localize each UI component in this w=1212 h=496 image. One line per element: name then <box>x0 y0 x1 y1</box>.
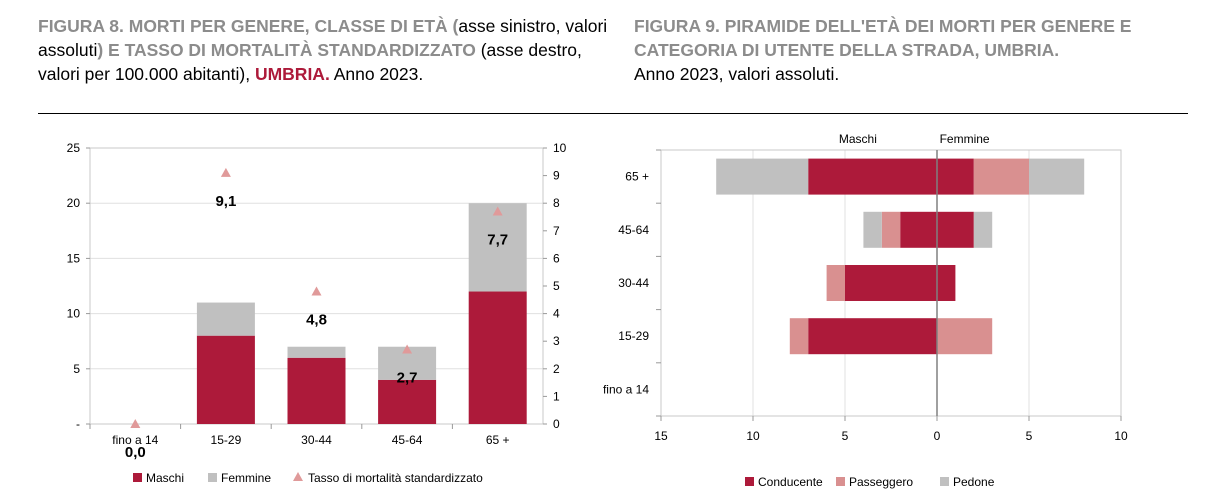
y2-tick-label: 9 <box>553 169 560 183</box>
y2-tick-label: 5 <box>553 279 560 293</box>
figure8-title-part: FIGURA 8. MORTI PER GENERE, CLASSE DI ET… <box>38 16 459 36</box>
y-tick-label: 65 + <box>625 170 649 184</box>
y-tick-label: 15-29 <box>618 329 649 343</box>
y2-tick-label: 7 <box>553 224 560 238</box>
figure8-title: FIGURA 8. MORTI PER GENERE, CLASSE DI ET… <box>38 14 618 86</box>
y-tick-label: 5 <box>73 362 80 376</box>
legend-label: Femmine <box>221 471 271 485</box>
data-label: 9,1 <box>215 193 236 210</box>
figure8-title-part: (asse destro, valori per 100.000 abitant… <box>38 40 582 84</box>
y2-tick-label: 2 <box>553 362 560 376</box>
x-tick-label: 10 <box>746 429 760 443</box>
bar-femmine-conducente <box>937 158 974 195</box>
bar-maschi-conducente <box>808 158 937 195</box>
legend-swatch-maschi <box>133 473 142 482</box>
legend-swatch-femmine <box>208 473 217 482</box>
legend-swatch-tasso <box>293 472 303 481</box>
y2-tick-label: 3 <box>553 334 560 348</box>
bar-maschi-passeggero <box>881 211 901 248</box>
side-label-femmine: Femmine <box>940 132 990 146</box>
x-tick-label: 10 <box>1114 429 1128 443</box>
x-tick-label: fino a 14 <box>112 433 158 447</box>
figure9-title: FIGURA 9. PIRAMIDE DELL'ETÀ DEI MORTI PE… <box>634 14 1194 86</box>
bar-maschi-passeggero <box>789 318 809 355</box>
bar-femmine-passeggero <box>937 318 993 355</box>
y-tick-label: - <box>76 417 80 431</box>
y-tick-label: 10 <box>67 307 81 321</box>
divider <box>38 113 1188 114</box>
bar-maschi-conducente <box>900 211 937 248</box>
bar-femmine <box>468 203 527 292</box>
y2-tick-label: 4 <box>553 307 560 321</box>
bar-femmine-passeggero <box>973 158 1029 195</box>
bar-maschi <box>196 335 255 424</box>
data-label: 0,0 <box>125 444 146 461</box>
tasso-marker <box>311 286 322 296</box>
y2-tick-label: 0 <box>553 417 560 431</box>
x-tick-label: 5 <box>842 429 849 443</box>
side-label-maschi: Maschi <box>839 132 877 146</box>
data-label: 4,8 <box>306 312 327 329</box>
figure8-title-part: Anno 2023. <box>329 64 424 84</box>
x-tick-label: 65 + <box>486 433 510 447</box>
y-tick-label: 30-44 <box>618 276 649 290</box>
x-tick-label: 30-44 <box>301 433 332 447</box>
data-label: 2,7 <box>397 369 418 386</box>
legend-swatch-passeggero <box>836 477 845 486</box>
legend-label: Pedone <box>953 475 995 489</box>
bar-femmine-conducente <box>937 265 956 301</box>
bar-maschi-conducente <box>808 318 937 355</box>
bar-maschi-pedone <box>863 211 882 248</box>
y-tick-label: 25 <box>67 141 81 155</box>
legend-label: Passeggero <box>849 475 913 489</box>
bar-maschi <box>287 357 346 424</box>
figure8-title-part: ) E TASSO DI MORTALITÀ STANDARDIZZATO <box>97 40 476 60</box>
bar-maschi-conducente <box>845 265 937 301</box>
chart-figure8: - 5 10 15 20 25 0 1 2 3 4 5 6 7 8 9 10 fino a 14 15-29 30-4… <box>67 141 567 485</box>
figure9-title-part: Anno 2023, valori assoluti. <box>634 64 840 84</box>
y2-tick-label: 8 <box>553 196 560 210</box>
legend-label: Maschi <box>146 471 184 485</box>
y2-tick-label: 10 <box>553 141 567 155</box>
x-tick-label: 5 <box>1026 429 1033 443</box>
tasso-marker <box>130 419 141 428</box>
figure8-title-part: UMBRIA. <box>254 64 330 84</box>
x-tick-label: 0 <box>934 429 941 443</box>
y-tick-label: 45-64 <box>618 223 649 237</box>
x-tick-label: 15-29 <box>211 433 242 447</box>
y-tick-label: 20 <box>67 196 81 210</box>
figure8-title-part: asse sinistro, valori assoluti <box>38 16 608 60</box>
bar-femmine-pedone <box>1029 158 1085 195</box>
tasso-marker <box>402 344 413 354</box>
bar-femmine-pedone <box>973 211 993 248</box>
figure9-title-part: FIGURA 9. PIRAMIDE DELL'ETÀ DEI MORTI PE… <box>634 16 1132 60</box>
legend-label: Conducente <box>758 475 823 489</box>
x-tick-label: 45-64 <box>392 433 423 447</box>
bar-maschi-passeggero <box>826 265 845 301</box>
plot-area <box>660 149 1122 417</box>
bar-maschi <box>378 379 437 424</box>
x-tick-label: 15 <box>654 429 668 443</box>
bar-femmine-conducente <box>937 211 974 248</box>
bar-femmine <box>196 302 255 336</box>
y2-tick-label: 1 <box>553 389 560 403</box>
y-tick-label: 15 <box>67 251 81 265</box>
tasso-marker <box>220 167 231 177</box>
y-tick-label: fino a 14 <box>603 382 649 396</box>
bar-maschi <box>468 291 527 424</box>
data-label: 7,7 <box>487 231 508 248</box>
tasso-marker <box>492 206 503 216</box>
bar-femmine <box>287 346 346 358</box>
legend-swatch-conducente <box>745 477 754 486</box>
bar-maschi-pedone <box>716 158 809 195</box>
legend-swatch-pedone <box>940 477 949 486</box>
legend-label: Tasso di mortalità standardizzato <box>308 471 483 485</box>
y2-tick-label: 6 <box>553 251 560 265</box>
